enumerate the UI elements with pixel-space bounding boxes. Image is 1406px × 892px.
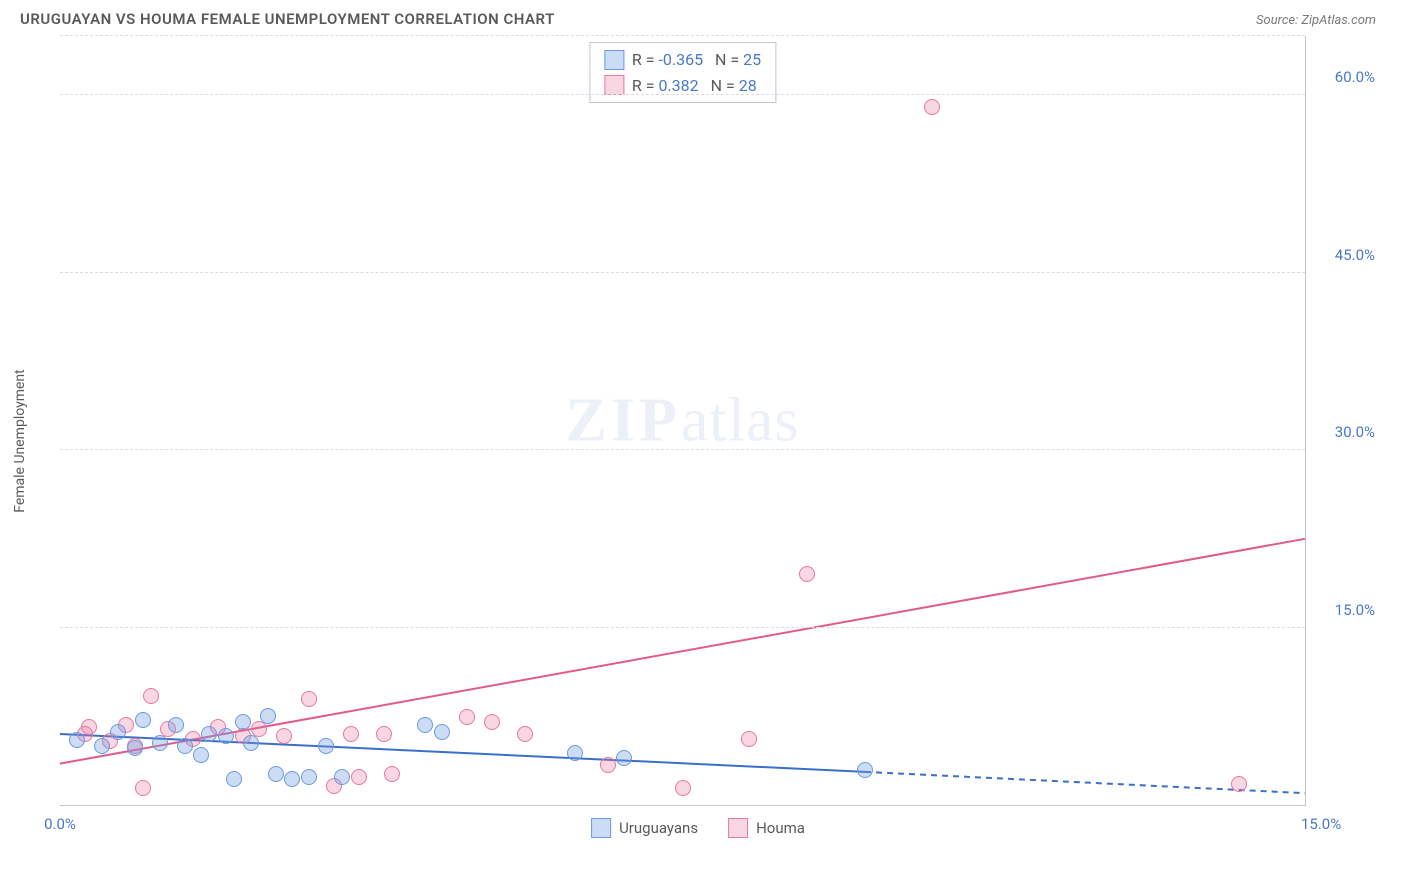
- point-houma: [517, 726, 533, 742]
- watermark: ZIPatlas: [566, 385, 800, 456]
- plot-area: ZIPatlas R = -0.365 N = 25R = 0.382 N = …: [60, 36, 1306, 806]
- point-uruguayans: [135, 712, 151, 728]
- point-uruguayans: [201, 726, 217, 742]
- chart-title: URUGUAYAN VS HOUMA FEMALE UNEMPLOYMENT C…: [20, 10, 555, 28]
- point-uruguayans: [235, 714, 251, 730]
- x-tick-label: 15.0%: [1301, 815, 1341, 833]
- point-uruguayans: [301, 769, 317, 785]
- point-houma: [135, 780, 151, 796]
- point-houma: [484, 714, 500, 730]
- point-uruguayans: [268, 766, 284, 782]
- point-uruguayans: [567, 745, 583, 761]
- point-houma: [301, 691, 317, 707]
- y-tick-label: 60.0%: [1315, 68, 1375, 86]
- point-uruguayans: [284, 771, 300, 787]
- point-uruguayans: [69, 732, 85, 748]
- point-houma: [343, 726, 359, 742]
- point-houma: [741, 731, 757, 747]
- point-houma: [81, 719, 97, 735]
- point-uruguayans: [334, 769, 350, 785]
- point-uruguayans: [152, 735, 168, 751]
- point-uruguayans: [110, 724, 126, 740]
- watermark-bold: ZIP: [566, 386, 681, 454]
- point-houma: [459, 709, 475, 725]
- point-uruguayans: [94, 738, 110, 754]
- gridline-h: [60, 627, 1305, 628]
- y-axis-title: Female Unemployment: [12, 369, 28, 513]
- legend-swatch: [728, 818, 748, 838]
- point-uruguayans: [417, 717, 433, 733]
- point-uruguayans: [168, 717, 184, 733]
- point-uruguayans: [243, 735, 259, 751]
- point-uruguayans: [318, 738, 334, 754]
- point-uruguayans: [127, 740, 143, 756]
- gridline-h: [60, 94, 1305, 95]
- point-houma: [276, 728, 292, 744]
- legend-swatch: [604, 50, 624, 70]
- point-houma: [600, 757, 616, 773]
- point-uruguayans: [260, 708, 276, 724]
- gridline-h: [60, 272, 1305, 273]
- point-houma: [675, 780, 691, 796]
- point-houma: [384, 766, 400, 782]
- source-label: Source: ZipAtlas.com: [1256, 13, 1376, 28]
- series-legend-item: Uruguayans: [591, 818, 698, 838]
- trend-lines-layer: [60, 36, 1305, 805]
- point-houma: [924, 99, 940, 115]
- series-legend: Uruguayans Houma: [591, 818, 805, 838]
- point-houma: [351, 769, 367, 785]
- point-uruguayans: [218, 728, 234, 744]
- legend-swatch: [591, 818, 611, 838]
- series-legend-label: Houma: [756, 819, 805, 837]
- legend-swatch: [604, 75, 624, 95]
- gridline-h: [60, 35, 1305, 36]
- y-tick-label: 30.0%: [1315, 423, 1375, 441]
- series-legend-label: Uruguayans: [619, 819, 698, 837]
- point-uruguayans: [193, 747, 209, 763]
- point-uruguayans: [616, 750, 632, 766]
- point-uruguayans: [226, 771, 242, 787]
- chart-container: Female Unemployment ZIPatlas R = -0.365 …: [10, 36, 1386, 846]
- x-tick-label: 0.0%: [44, 815, 76, 833]
- point-houma: [799, 566, 815, 582]
- y-tick-label: 15.0%: [1315, 601, 1375, 619]
- stats-legend-row: R = -0.365 N = 25: [604, 47, 761, 73]
- point-uruguayans: [434, 724, 450, 740]
- gridline-h: [60, 449, 1305, 450]
- watermark-thin: atlas: [681, 386, 800, 454]
- point-uruguayans: [857, 762, 873, 778]
- point-houma: [376, 726, 392, 742]
- series-legend-item: Houma: [728, 818, 805, 838]
- point-uruguayans: [177, 738, 193, 754]
- point-houma: [1231, 776, 1247, 792]
- y-tick-label: 45.0%: [1315, 246, 1375, 264]
- point-houma: [143, 688, 159, 704]
